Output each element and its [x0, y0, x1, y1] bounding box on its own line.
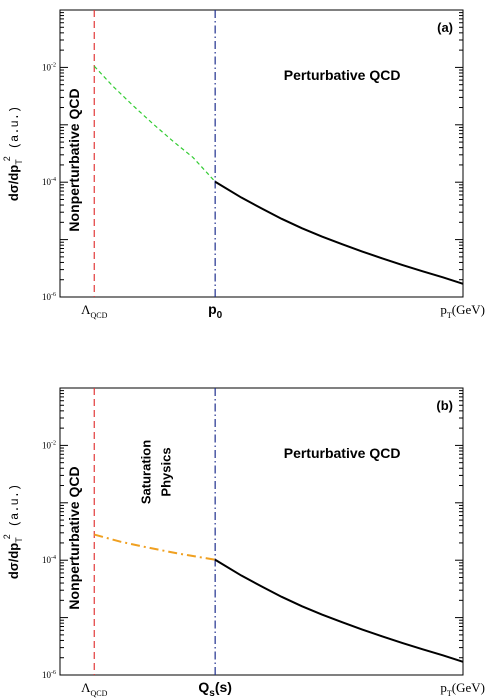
y-axis-label: dσ/dpT2 (a.u.)	[2, 106, 24, 201]
x-tick-label: Qs(s)	[198, 679, 232, 698]
x-tick-label: p0	[208, 301, 223, 321]
x-tick-label: pT(GeV)	[440, 680, 485, 698]
y-tick-label: 10-6	[42, 292, 56, 302]
saturation-label: Saturation Physics	[139, 440, 174, 504]
y-tick-label: 10-2	[42, 62, 56, 72]
low-pt-curve	[93, 533, 216, 561]
perturbative-curve	[214, 180, 464, 285]
chart-panel-b: 10-6 10-4 10-2 dσ/dpT2 (a.u.) ΛQCD Qs(s) pT(Ge…	[2, 387, 485, 698]
x-tick-label: pT(GeV)	[440, 302, 485, 320]
y-tick-label: 10-6	[42, 670, 56, 680]
perturbative-label: Perturbative QCD	[284, 445, 401, 461]
panel-label: (b)	[436, 398, 453, 413]
y-tick-label: 10-4	[42, 177, 56, 187]
x-tick-label: ΛQCD	[81, 680, 108, 698]
nonperturbative-label: Nonperturbative QCD	[66, 466, 82, 609]
low-pt-curve	[93, 65, 216, 183]
perturbative-label: Perturbative QCD	[284, 67, 401, 83]
plot-frame	[59, 9, 464, 298]
panel-label: (a)	[437, 20, 453, 35]
nonperturbative-label: Nonperturbative QCD	[66, 88, 82, 231]
perturbative-curve	[214, 558, 464, 663]
plot-frame	[59, 387, 464, 676]
x-tick-label: ΛQCD	[81, 302, 108, 320]
y-tick-label: 10-4	[42, 555, 56, 565]
y-tick-label: 10-2	[42, 440, 56, 450]
y-axis-label: dσ/dpT2 (a.u.)	[2, 484, 24, 579]
chart-panel-a: 10-6 10-4 10-2 dσ/dpT2 (a.u.) ΛQCD p0 pT(GeV) (…	[2, 9, 485, 321]
